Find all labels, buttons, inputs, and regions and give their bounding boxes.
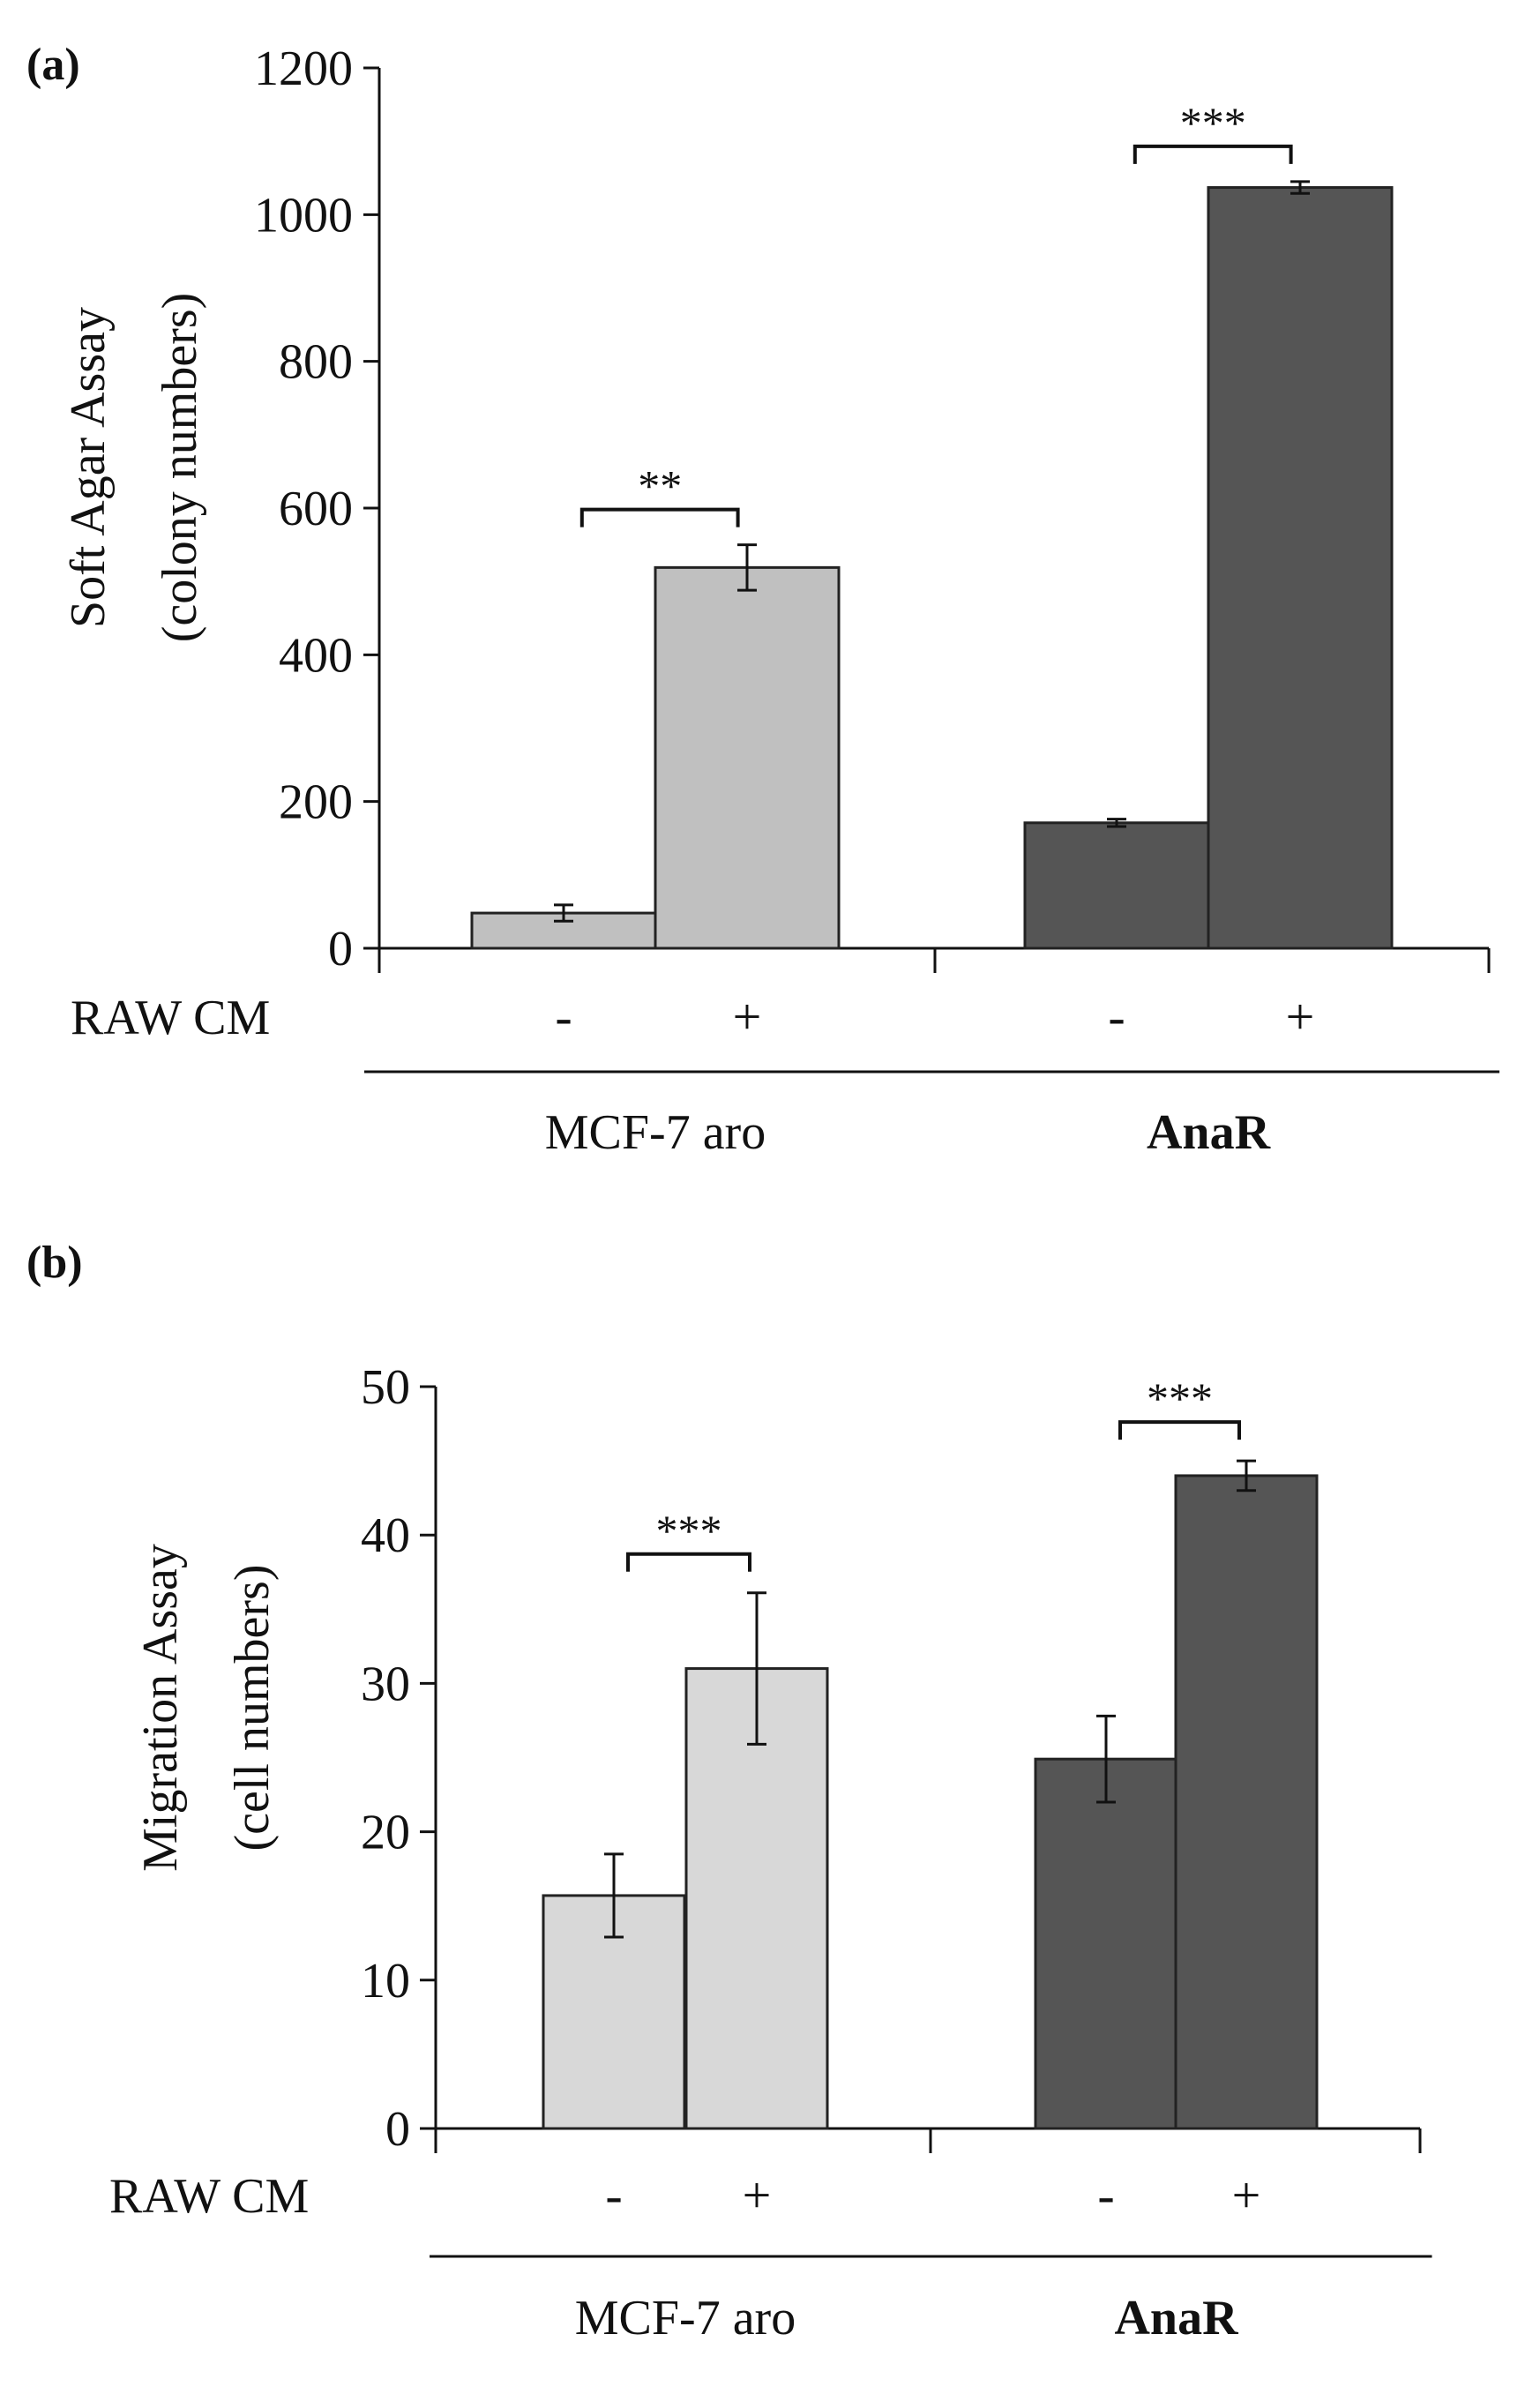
panel-a-group-label-1: MCF-7 aro [545, 1105, 766, 1160]
panel-b-y-tick-label-0: 0 [385, 2102, 410, 2157]
panel-b-treatment-2-1: + [1232, 2166, 1261, 2224]
panel-a-significance-bracket-1 [579, 507, 740, 527]
panel-a-y-tick-label-5: 1000 [254, 188, 353, 243]
panel-a-plot: 0 200 400 600 800 1000 1200 - + MCF-7 aro ** - + AnaR… [254, 41, 1499, 1160]
panel-a-ylabel-line2: (colony numbers) [153, 293, 207, 643]
panel-b-bar-2-plus [1174, 1474, 1319, 2130]
panel-a-treatment-label: RAW CM [71, 991, 270, 1045]
panel-a-significance-bracket-2 [1133, 144, 1293, 164]
panel-b-group-label-1: MCF-7 aro [575, 2291, 796, 2345]
panel-b-bar-2-minus [1034, 1757, 1178, 2130]
panel-b-treatment-1-1: + [743, 2166, 772, 2224]
panel-b-treatment-1-0: - [605, 2166, 622, 2224]
panel-a-y-tick-label-1: 200 [279, 775, 353, 830]
panel-a-significance-label-2: *** [1180, 98, 1246, 147]
panel-a-bar-2-minus [1023, 821, 1210, 950]
panel-b-y-tick-label-5: 50 [361, 1360, 410, 1415]
panel-b-y-tick-label-4: 40 [361, 1508, 410, 1563]
panel-a-bar-2-plus [1207, 186, 1394, 950]
panel-a-significance-label-1: ** [638, 461, 682, 511]
panel-b-y-tick-label-1: 10 [361, 1954, 410, 2009]
panel-a-treatment-1-0: - [555, 988, 572, 1045]
panel-b-significance-label-2: *** [1147, 1373, 1213, 1423]
panel-b-treatment-2-0: - [1097, 2166, 1114, 2224]
panel-a-y-tick-label-3: 600 [279, 482, 353, 536]
panel-a-treatment-1-1: + [733, 988, 762, 1045]
panel-b-ylabel-line1: Migration Assay [133, 1544, 188, 1872]
panel-a-ylabel-line1: Soft Agar Assay [61, 307, 116, 628]
panel-a-bar-1-plus [654, 565, 841, 950]
panel-b-ylabel-line2: (cell numbers) [225, 1565, 280, 1852]
panel-b-significance-label-1: *** [656, 1506, 722, 1555]
panel-a-label: (a) [26, 40, 80, 90]
panel-b-label: (b) [26, 1238, 83, 1288]
panel-a-y-tick-label-2: 400 [279, 628, 353, 683]
panel-a-treatment-2-0: - [1108, 988, 1125, 1045]
panel-b-treatment-label: RAW CM [109, 2169, 309, 2224]
panel-a-group-label-2: AnaR [1147, 1105, 1271, 1160]
panel-b-group-label-2: AnaR [1114, 2291, 1238, 2345]
panel-b-y-tick-label-3: 30 [361, 1657, 410, 1711]
panel-b-y-tick-label-2: 20 [361, 1806, 410, 1860]
panel-a-y-tick-label-6: 1200 [254, 41, 353, 96]
panel-b-significance-bracket-1 [626, 1552, 751, 1572]
panel-a-treatment-2-1: + [1286, 988, 1315, 1045]
panel-a-y-tick-label-0: 0 [328, 922, 353, 976]
panel-a-y-tick-label-4: 800 [279, 335, 353, 390]
panel-b-significance-bracket-2 [1118, 1420, 1241, 1440]
panel-b-plot: 0 10 20 30 40 50 - + MCF-7 aro *** - + AnaR *** [361, 1360, 1432, 2345]
